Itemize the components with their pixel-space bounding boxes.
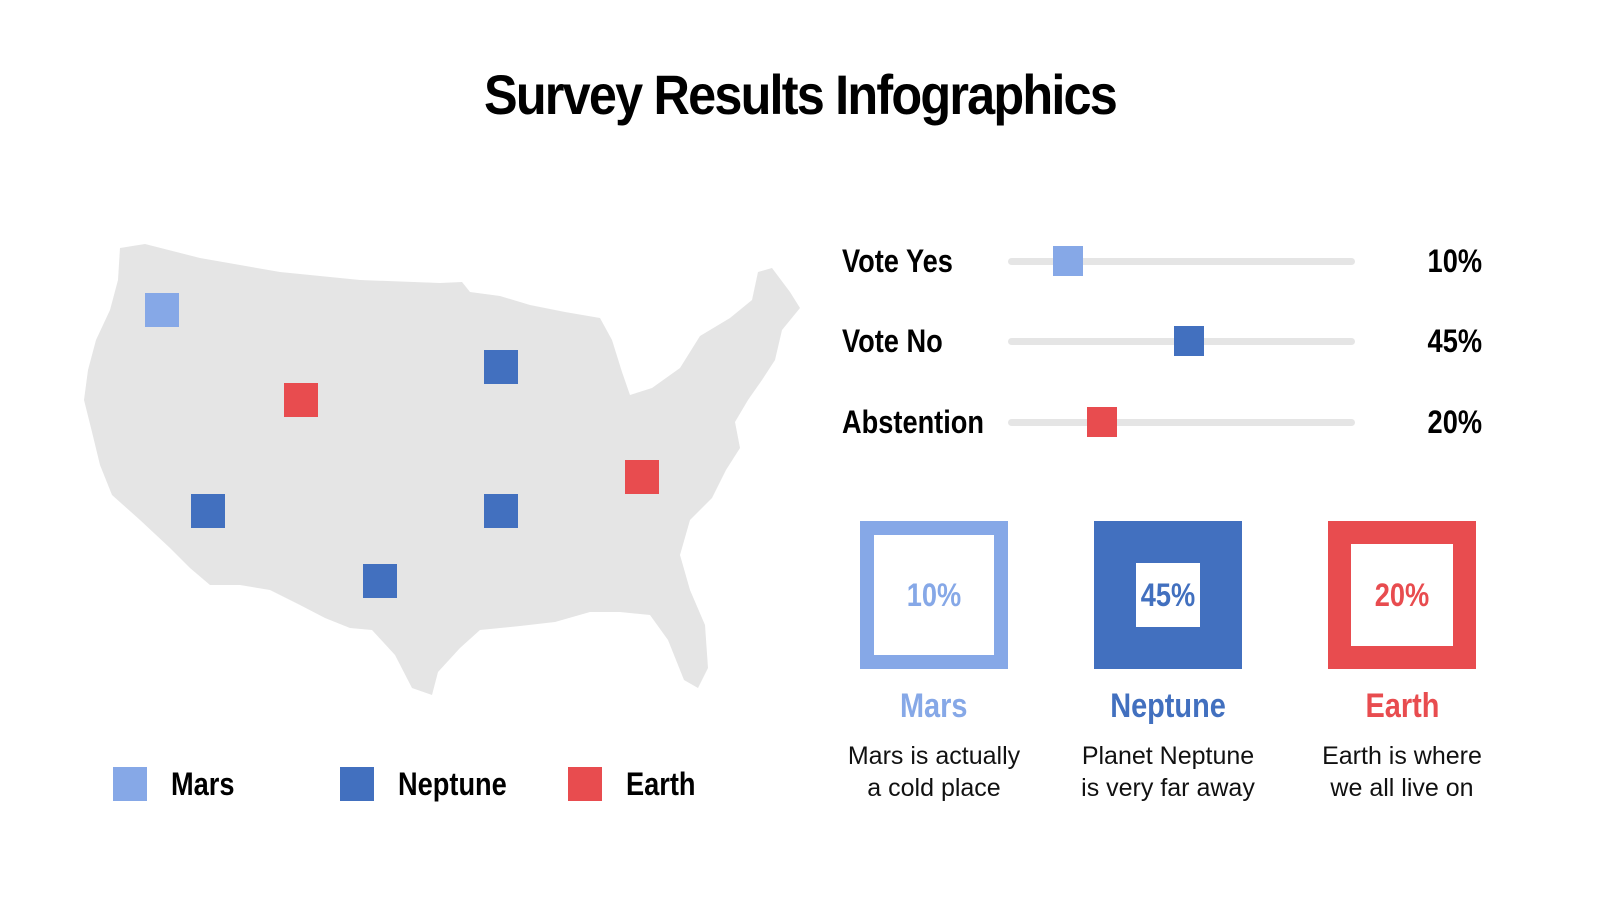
map-marker-neptune <box>363 564 397 598</box>
legend-swatch <box>340 767 374 801</box>
map-marker-neptune <box>191 494 225 528</box>
slider-value: 20% <box>1427 404 1482 440</box>
legend-swatch <box>113 767 147 801</box>
percent-box: 45% <box>1094 521 1242 669</box>
legend-swatch <box>568 767 602 801</box>
slider-track[interactable] <box>1008 407 1355 437</box>
card-title: Earth <box>1365 687 1439 725</box>
card-description: Planet Neptune is very far away <box>1081 742 1255 802</box>
percent-value: 45% <box>1140 576 1196 613</box>
map-marker-neptune <box>484 494 518 528</box>
card-earth: 20% Earth Earth is where we all live on <box>1302 521 1502 804</box>
percent-value: 20% <box>1374 576 1430 613</box>
card-mars: 10% Mars Mars is actually a cold place <box>834 521 1034 804</box>
slider-vote-yes: Vote Yes 10% <box>842 241 1482 281</box>
slider-abstention: Abstention 20% <box>842 402 1482 442</box>
map-marker-mars <box>145 293 179 327</box>
slider-value: 45% <box>1427 323 1482 359</box>
card-title: Neptune <box>1110 687 1226 725</box>
slider-label: Abstention <box>842 404 985 440</box>
legend-label: Earth <box>626 765 696 802</box>
percent-box: 10% <box>860 521 1008 669</box>
legend-item-earth: Earth <box>568 765 708 802</box>
page-title: Survey Results Infographics <box>484 63 1118 126</box>
card-description: Mars is actually a cold place <box>847 742 1021 802</box>
slider-vote-no: Vote No 45% <box>842 321 1482 361</box>
slider-track[interactable] <box>1008 246 1355 276</box>
legend-label: Neptune <box>398 765 507 802</box>
percent-box: 20% <box>1328 521 1476 669</box>
legend-item-neptune: Neptune <box>340 765 526 802</box>
slider-track[interactable] <box>1008 326 1355 356</box>
slider-knob[interactable] <box>1174 326 1205 356</box>
percent-value: 10% <box>906 576 962 613</box>
card-neptune: 45% Neptune Planet Neptune is very far aw… <box>1068 521 1268 804</box>
legend-label: Mars <box>171 765 235 802</box>
slider-label: Vote No <box>842 323 943 359</box>
slider-value: 10% <box>1427 243 1482 279</box>
slider-label: Vote Yes <box>842 243 953 279</box>
card-description: Earth is where we all live on <box>1322 742 1482 802</box>
card-title: Mars <box>900 687 968 725</box>
legend-item-mars: Mars <box>113 765 246 802</box>
slider-knob[interactable] <box>1052 246 1083 276</box>
map-marker-neptune <box>484 350 518 384</box>
map-marker-earth <box>284 383 318 417</box>
slider-knob[interactable] <box>1087 407 1118 437</box>
map-marker-earth <box>625 460 659 494</box>
